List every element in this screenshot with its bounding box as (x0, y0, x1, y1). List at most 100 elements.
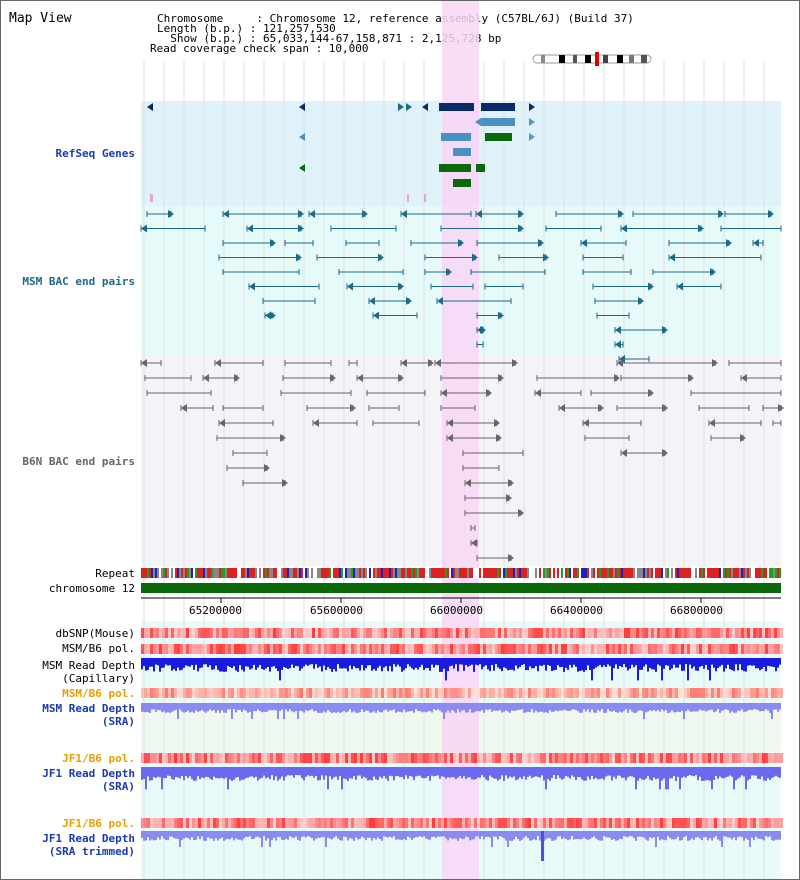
read-depth-bar (463, 767, 465, 777)
read-depth-bar (295, 767, 297, 776)
read-depth-bar (293, 658, 295, 668)
read-depth-bar (719, 703, 721, 713)
read-depth-bar (515, 767, 517, 781)
polymorphism-heat-cell (672, 628, 675, 638)
read-depth-bar (515, 831, 517, 837)
read-depth-bar (195, 767, 197, 781)
polymorphism-heat-cell (684, 818, 687, 828)
repeat-mark (727, 568, 729, 578)
read-depth-bar (667, 767, 669, 790)
repeat-mark (647, 568, 649, 578)
read-depth-bar (513, 658, 515, 671)
read-depth-bar (769, 767, 771, 780)
read-depth-bar (509, 658, 511, 670)
read-depth-bar (723, 658, 725, 672)
polymorphism-heat-cell (495, 688, 498, 698)
read-depth-bar (177, 658, 179, 668)
read-depth-bar (669, 767, 671, 779)
read-depth-bar (425, 831, 427, 839)
polymorphism-heat-cell (417, 644, 420, 654)
polymorphism-heat-cell (405, 753, 408, 763)
polymorphism-heat-cell (723, 818, 726, 828)
polymorphism-heat-cell (333, 688, 336, 698)
polymorphism-heat-cell (249, 628, 252, 638)
read-depth-bar (531, 658, 533, 669)
read-depth-bar (343, 658, 345, 669)
read-depth-bar (695, 767, 697, 776)
read-depth-bar (565, 767, 567, 776)
read-depth-bar (749, 767, 751, 779)
read-depth-bar (309, 703, 311, 711)
read-depth-bar (403, 767, 405, 780)
read-depth-bar (517, 767, 519, 780)
repeat-mark (385, 568, 387, 578)
polymorphism-heat-cell (630, 628, 633, 638)
polymorphism-heat-cell (402, 628, 405, 638)
polymorphism-heat-cell (267, 688, 270, 698)
read-depth-bar (573, 831, 575, 840)
read-depth-bar (465, 658, 467, 666)
read-depth-bar (407, 767, 409, 779)
read-depth-bar (657, 703, 659, 710)
repeat-mark (697, 568, 699, 578)
read-depth-bar (395, 703, 397, 713)
read-depth-bar (399, 831, 401, 840)
read-depth-bar (511, 767, 513, 778)
read-depth-bar (143, 767, 145, 779)
polymorphism-heat-cell (738, 628, 741, 638)
polymorphism-heat-cell (702, 644, 705, 654)
polymorphism-heat-cell (402, 644, 405, 654)
read-depth-bar (583, 658, 585, 672)
polymorphism-heat-cell (498, 818, 501, 828)
polymorphism-heat-cell (606, 628, 609, 638)
polymorphism-heat-cell (384, 644, 387, 654)
polymorphism-heat-cell (270, 628, 273, 638)
read-depth-bar (775, 767, 777, 776)
read-depth-bar (147, 831, 149, 838)
read-depth-bar (315, 767, 317, 777)
polymorphism-heat-cell (555, 628, 558, 638)
read-depth-bar (445, 831, 447, 839)
read-depth-bar (643, 831, 645, 838)
read-depth-bar (375, 767, 377, 780)
polymorphism-heat-cell (306, 628, 309, 638)
read-depth-bar (721, 831, 723, 847)
read-depth-bar (637, 703, 639, 712)
read-depth-bar (393, 767, 395, 781)
read-depth-bar (293, 831, 295, 839)
polymorphism-heat-cell (348, 753, 351, 763)
read-depth-bar (519, 658, 521, 667)
polymorphism-heat-cell (423, 753, 426, 763)
read-depth-bar (697, 831, 699, 838)
read-depth-bar (423, 767, 425, 779)
polymorphism-heat-cell (273, 753, 276, 763)
read-depth-bar (681, 658, 683, 671)
read-depth-bar (535, 831, 537, 841)
read-depth-bar (557, 831, 559, 837)
read-depth-bar (403, 703, 405, 710)
polymorphism-heat-cell (285, 628, 288, 638)
polymorphism-heat-cell (207, 644, 210, 654)
read-depth-bar (413, 831, 415, 838)
read-depth-bar (457, 831, 459, 841)
polymorphism-heat-cell (645, 644, 648, 654)
read-depth-bar (623, 658, 625, 665)
read-depth-bar (707, 831, 709, 841)
polymorphism-heat-cell (444, 628, 447, 638)
read-depth-bar (769, 658, 771, 667)
read-depth-bar (145, 831, 147, 841)
polymorphism-heat-cell (339, 644, 342, 654)
polymorphism-heat-cell (780, 628, 783, 638)
repeat-mark (229, 568, 231, 578)
read-depth-bar (163, 703, 165, 712)
polymorphism-heat-cell (573, 628, 576, 638)
polymorphism-heat-cell (255, 644, 258, 654)
read-depth-bar (337, 703, 339, 712)
read-depth-bar (317, 767, 319, 781)
polymorphism-heat-cell (345, 628, 348, 638)
read-depth-bar (537, 703, 539, 713)
read-depth-bar (565, 703, 567, 711)
polymorphism-heat-cell (537, 688, 540, 698)
repeat-mark (163, 568, 165, 578)
